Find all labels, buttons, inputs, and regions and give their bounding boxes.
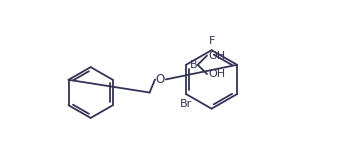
Text: F: F [208,35,215,46]
Text: OH: OH [209,51,226,61]
Text: OH: OH [209,69,226,79]
Text: B: B [190,60,198,70]
Text: Br: Br [180,99,192,109]
Text: O: O [156,73,165,86]
